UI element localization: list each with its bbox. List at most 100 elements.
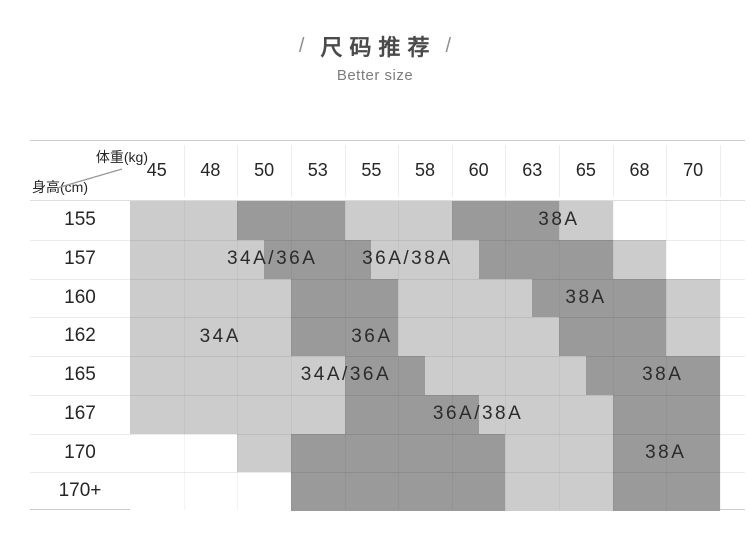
grid-vline bbox=[720, 201, 721, 510]
shade-cell bbox=[290, 278, 399, 318]
grid-vline bbox=[559, 201, 561, 510]
axis-corner-cell: 体重(kg) 身高(cm) bbox=[30, 141, 148, 201]
size-label: 36A/38A bbox=[362, 248, 453, 270]
height-row-label: 167 bbox=[64, 402, 96, 424]
shade-cell bbox=[371, 239, 479, 279]
shade-cell bbox=[130, 239, 265, 279]
shade-cell bbox=[505, 472, 613, 511]
size-label: 34A bbox=[199, 325, 241, 347]
shade-cell bbox=[612, 201, 720, 240]
grid-body: 155 157 160 162 165 167 170 170+ 38A 34A/36A 36A/3… bbox=[30, 201, 745, 511]
shade-cell bbox=[478, 239, 613, 279]
size-label: 36A/38A bbox=[432, 403, 524, 425]
grid-hline bbox=[30, 472, 745, 474]
header-separator bbox=[612, 145, 614, 197]
grid-hline bbox=[30, 394, 745, 396]
shade-cell bbox=[398, 278, 533, 318]
grid-hline bbox=[30, 356, 745, 357]
shade-cell bbox=[478, 394, 613, 434]
shade-cell bbox=[559, 317, 667, 356]
shade-cell bbox=[290, 433, 506, 473]
title-left-slash-icon: / bbox=[298, 34, 305, 57]
shade-cell bbox=[130, 278, 291, 318]
shade-cell bbox=[612, 239, 667, 279]
grid-hline bbox=[30, 317, 745, 319]
size-label: 34A/36A bbox=[300, 364, 392, 386]
shade-cell bbox=[130, 394, 345, 434]
grid-header: 体重(kg) 身高(cm) 45 48 50 53 55 58 60 63 65 68 70 bbox=[30, 141, 745, 201]
title-block: / 尺码推荐 / Better size bbox=[0, 30, 750, 85]
grid-hline bbox=[30, 278, 745, 280]
weight-axis-label: 体重(kg) bbox=[95, 149, 148, 165]
grid-vline bbox=[505, 201, 507, 510]
shade-cell bbox=[559, 201, 613, 240]
shade-cell bbox=[666, 278, 720, 318]
shade-cell bbox=[237, 433, 291, 473]
height-row-label: 165 bbox=[64, 364, 96, 385]
page-subtitle: Better size bbox=[336, 67, 414, 84]
header-separator bbox=[720, 145, 721, 197]
header-separator bbox=[290, 145, 292, 197]
header-separator bbox=[559, 145, 561, 197]
size-label: 38A bbox=[538, 209, 580, 231]
weight-col-header: 63 bbox=[522, 160, 543, 180]
size-chart: 体重(kg) 身高(cm) 45 48 50 53 55 58 60 63 65 68 70 155… bbox=[30, 140, 745, 511]
shade-cell bbox=[344, 201, 452, 240]
grid-vline bbox=[237, 201, 239, 510]
shade-cell bbox=[290, 317, 399, 356]
shade-cell bbox=[130, 356, 345, 395]
size-label: 38A bbox=[565, 286, 607, 308]
shade-cell bbox=[344, 394, 479, 434]
weight-col-header: 60 bbox=[468, 160, 489, 180]
height-row-label: 155 bbox=[64, 209, 96, 230]
shade-cell bbox=[612, 394, 720, 434]
height-row-label: 162 bbox=[64, 325, 96, 347]
page-title: 尺码推荐 bbox=[320, 35, 437, 60]
shade-cell bbox=[532, 278, 667, 318]
header-separator bbox=[505, 145, 507, 197]
weight-col-header: 58 bbox=[414, 160, 435, 180]
weight-col-header: 65 bbox=[575, 160, 596, 180]
grid-vline bbox=[666, 201, 668, 510]
shade-cell bbox=[398, 317, 560, 356]
shade-cell bbox=[130, 472, 291, 511]
shade-cell bbox=[344, 356, 425, 395]
weight-col-header: 45 bbox=[146, 160, 167, 180]
height-row-label: 160 bbox=[64, 286, 96, 308]
shade-cell bbox=[666, 239, 720, 279]
size-label: 38A bbox=[642, 364, 684, 386]
title-line: / 尺码推荐 / bbox=[0, 30, 750, 62]
header-separator bbox=[451, 145, 453, 197]
shade-cell bbox=[425, 356, 586, 395]
diagonal-divider-icon bbox=[56, 168, 123, 189]
size-label: 34A/36A bbox=[226, 248, 318, 270]
height-row-label: 170+ bbox=[58, 480, 102, 502]
header-separator bbox=[344, 145, 346, 197]
header-separator bbox=[183, 145, 185, 197]
header-separator bbox=[237, 145, 239, 197]
size-label: 38A bbox=[645, 441, 687, 463]
height-row-label: 157 bbox=[64, 247, 96, 269]
weight-col-header: 68 bbox=[629, 160, 650, 180]
size-label: 36A bbox=[351, 325, 393, 347]
shade-cell bbox=[237, 201, 345, 240]
shade-cell bbox=[612, 472, 720, 511]
header-separator bbox=[666, 145, 668, 197]
shade-cell bbox=[505, 433, 613, 473]
shade-cell bbox=[612, 433, 720, 473]
height-row-label: 170 bbox=[64, 441, 96, 463]
grid-hline bbox=[30, 433, 745, 435]
grid-hline bbox=[30, 239, 745, 241]
title-right-slash-icon: / bbox=[445, 34, 452, 57]
grid-vline bbox=[344, 201, 346, 510]
grid-vline bbox=[183, 201, 185, 510]
shade-cell bbox=[130, 433, 238, 473]
shade-cell bbox=[290, 472, 506, 511]
grid-vline bbox=[612, 201, 614, 510]
grid-vline bbox=[451, 201, 453, 510]
grid-vline bbox=[290, 201, 292, 510]
shade-cell bbox=[666, 317, 720, 356]
shade-cell bbox=[585, 356, 720, 395]
header-separator bbox=[398, 145, 400, 197]
